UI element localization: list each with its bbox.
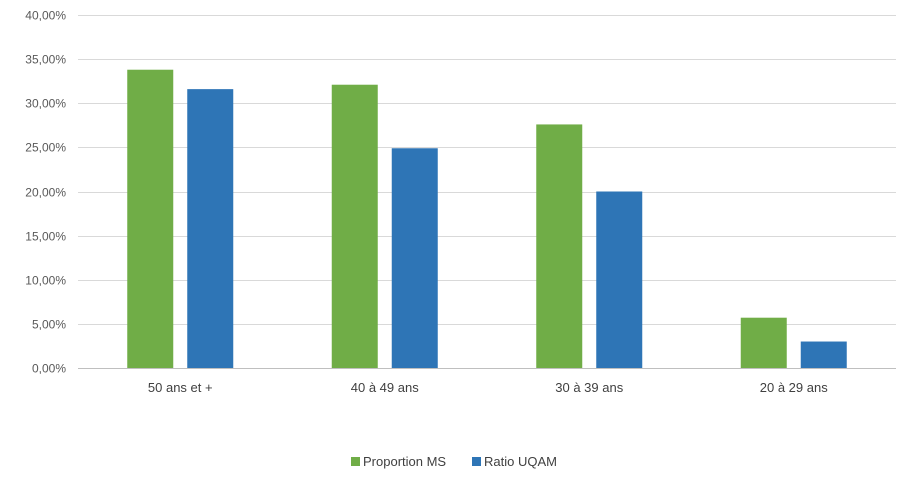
y-tick-label: 0,00%: [32, 362, 66, 376]
bar-ratio-uqam: [187, 89, 234, 368]
bar-ratio-uqam: [596, 191, 643, 368]
y-tick-label: 15,00%: [25, 230, 66, 244]
bar-ratio-uqam: [800, 341, 847, 368]
x-category-label: 40 à 49 ans: [351, 380, 419, 395]
y-tick-label: 30,00%: [25, 97, 66, 111]
x-category-label: 50 ans et +: [148, 380, 213, 395]
y-tick-label: 25,00%: [25, 141, 66, 155]
bars: [127, 69, 847, 369]
bar-proportion-ms: [536, 124, 583, 369]
bar-proportion-ms: [331, 84, 378, 368]
y-tick-label: 5,00%: [32, 318, 66, 332]
legend-label: Proportion MS: [363, 454, 446, 469]
legend: Proportion MS Ratio UQAM: [351, 454, 557, 469]
x-axis-categories: 50 ans et + 40 à 49 ans 30 à 39 ans 20 à 29…: [148, 380, 828, 395]
legend-swatch: [472, 457, 481, 466]
x-category-label: 20 à 29 ans: [760, 380, 828, 395]
bar-proportion-ms: [740, 317, 787, 368]
y-tick-label: 40,00%: [25, 9, 66, 23]
bar-ratio-uqam: [391, 148, 438, 368]
legend-label: Ratio UQAM: [484, 454, 557, 469]
y-tick-label: 10,00%: [25, 274, 66, 288]
legend-swatch: [351, 457, 360, 466]
bar-proportion-ms: [127, 69, 174, 368]
x-category-label: 30 à 39 ans: [555, 380, 623, 395]
y-tick-label: 20,00%: [25, 186, 66, 200]
y-tick-label: 35,00%: [25, 53, 66, 67]
y-axis-ticks: 0,00% 5,00% 10,00% 15,00% 20,00% 25,00% 30,00%…: [25, 9, 66, 376]
